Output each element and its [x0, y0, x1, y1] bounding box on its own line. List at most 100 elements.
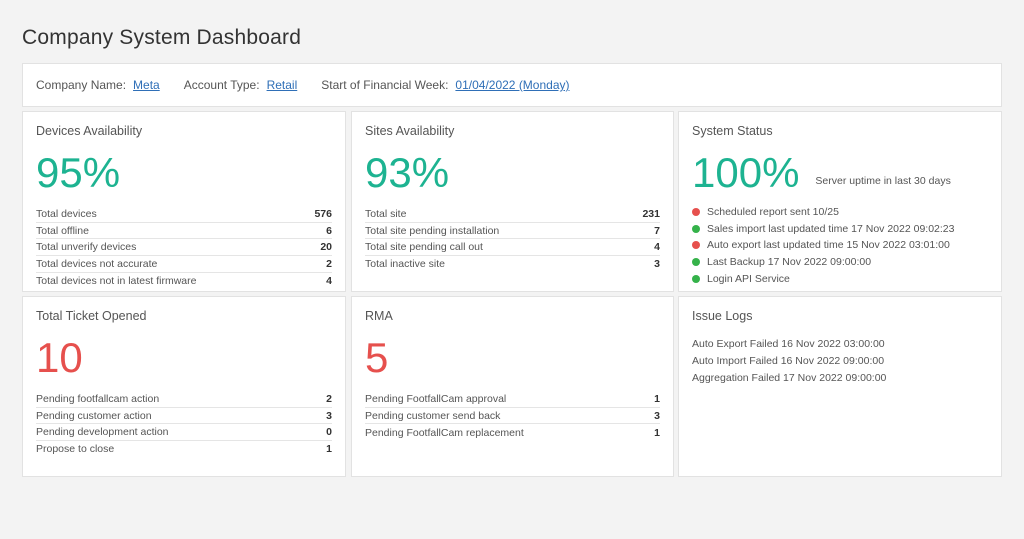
stat-row: Total inactive site 3	[365, 256, 660, 273]
devices-availability-card: Devices Availability 95% Total devices 57…	[22, 111, 346, 292]
status-text: Last Backup 17 Nov 2022 09:00:00	[707, 256, 872, 269]
status-item: Auto export last updated time 15 Nov 202…	[692, 237, 988, 254]
stat-row: Total offline 6	[36, 223, 332, 240]
financial-week-label: Start of Financial Week:	[321, 78, 449, 92]
status-text: Auto export last updated time 15 Nov 202…	[707, 239, 950, 252]
card-title: Issue Logs	[692, 309, 753, 323]
server-uptime-caption: Server uptime in last 30 days	[815, 175, 951, 187]
card-title: RMA	[365, 309, 393, 323]
stat-label: Total unverify devices	[36, 241, 137, 254]
rma-stats-list: Pending FootfallCam approval 1 Pending cu…	[365, 391, 660, 441]
stat-label: Pending FootfallCam approval	[365, 392, 507, 405]
company-name-group: Company Name: Meta	[36, 78, 160, 92]
stat-label: Pending customer send back	[365, 409, 501, 422]
status-item: Last Backup 17 Nov 2022 09:00:00	[692, 254, 988, 271]
stat-label: Pending customer action	[36, 409, 152, 422]
stat-label: Total offline	[36, 224, 89, 237]
card-title: Total Ticket Opened	[36, 309, 147, 323]
stat-row: Propose to close 1	[36, 441, 332, 458]
rma-card: RMA 5 Pending FootfallCam approval 1 Pend…	[351, 296, 674, 477]
stat-label: Pending footfallcam action	[36, 392, 160, 405]
tickets-total-count: 10	[36, 334, 83, 381]
stat-value: 3	[654, 409, 660, 422]
stat-value: 231	[642, 207, 660, 220]
stat-label: Pending FootfallCam replacement	[365, 426, 524, 439]
status-dot-icon	[692, 258, 700, 267]
stat-label: Total site pending call out	[365, 241, 483, 254]
system-status-card: System Status 100% Server uptime in last…	[678, 111, 1002, 292]
account-type-link[interactable]: Retail	[266, 78, 298, 92]
stat-value: 4	[326, 275, 332, 288]
status-text: Scheduled report sent 10/25	[707, 206, 839, 219]
stat-label: Total inactive site	[365, 258, 445, 271]
sites-stats-list: Total site 231 Total site pending install…	[365, 206, 660, 273]
issue-log-item: Auto Export Failed 16 Nov 2022 03:00:00	[692, 338, 885, 350]
status-item: Sales import last updated time 17 Nov 20…	[692, 221, 988, 238]
sites-availability-percent: 93%	[365, 149, 450, 196]
stat-value: 2	[326, 257, 332, 270]
status-dot-icon	[692, 208, 700, 217]
stat-label: Total devices not in latest firmware	[36, 275, 197, 288]
stat-row: Total devices not in latest firmware 4	[36, 273, 332, 290]
stat-row: Total site pending call out 4	[365, 239, 660, 257]
status-item: Scheduled report sent 10/25	[692, 204, 988, 221]
system-status-list: Scheduled report sent 10/25 Sales import…	[692, 204, 988, 287]
financial-week-link[interactable]: 01/04/2022 (Monday)	[455, 78, 570, 92]
stat-label: Total site pending installation	[365, 224, 500, 237]
financial-week-group: Start of Financial Week: 01/04/2022 (Mon…	[321, 78, 569, 92]
tickets-stats-list: Pending footfallcam action 2 Pending cust…	[36, 391, 332, 458]
status-text: Login API Service	[707, 272, 790, 285]
account-type-group: Account Type: Retail	[184, 78, 298, 92]
stat-row: Total unverify devices 20	[36, 239, 332, 257]
server-uptime-percent: 100%	[692, 149, 800, 196]
devices-availability-percent: 95%	[36, 149, 121, 196]
company-info-bar: Company Name: Meta Account Type: Retail …	[22, 63, 1002, 107]
stat-label: Total site	[365, 207, 407, 220]
devices-stats-list: Total devices 576 Total offline 6 Total un…	[36, 206, 332, 289]
stat-row: Pending customer send back 3	[365, 408, 660, 425]
status-dot-icon	[692, 224, 700, 233]
stat-label: Total devices not accurate	[36, 257, 158, 270]
stat-value: 1	[326, 443, 332, 456]
status-text: Sales import last updated time 17 Nov 20…	[707, 222, 955, 235]
account-type-label: Account Type:	[183, 78, 260, 92]
tickets-card: Total Ticket Opened 10 Pending footfallc…	[22, 296, 346, 477]
stat-value: 1	[654, 392, 660, 405]
stat-row: Total devices not accurate 2	[36, 256, 332, 273]
stat-value: 7	[654, 224, 660, 237]
stat-row: Total site pending installation 7	[365, 223, 660, 240]
page-title: Company System Dashboard	[22, 26, 302, 49]
sites-availability-card: Sites Availability 93% Total site 231 Tot…	[351, 111, 674, 292]
status-dot-icon	[692, 274, 700, 283]
status-dot-icon	[692, 241, 700, 250]
stat-value: 1	[654, 426, 660, 439]
stat-value: 6	[326, 224, 332, 237]
issue-log-item: Auto Import Failed 16 Nov 2022 09:00:00	[692, 355, 885, 367]
stat-label: Propose to close	[36, 443, 115, 456]
card-title: Sites Availability	[365, 124, 455, 138]
stat-row: Total devices 576	[36, 206, 332, 223]
stat-value: 2	[326, 392, 332, 405]
stat-value: 20	[320, 241, 332, 254]
system-status-header: 100% Server uptime in last 30 days	[692, 152, 988, 194]
rma-total-count: 5	[365, 334, 389, 381]
stat-row: Pending development action 0	[36, 424, 332, 442]
stat-value: 3	[326, 409, 332, 422]
company-name-link[interactable]: Meta	[133, 78, 160, 92]
stat-value: 0	[326, 426, 332, 439]
stat-label: Pending development action	[36, 426, 169, 439]
stat-row: Pending footfallcam action 2	[36, 391, 332, 408]
stat-value: 4	[654, 241, 660, 254]
stat-value: 576	[314, 207, 332, 220]
issue-log-list: Auto Export Failed 16 Nov 2022 03:00:00 …	[692, 336, 988, 387]
status-item: Login API Service	[692, 270, 988, 287]
issue-log-item: Aggregation Failed 17 Nov 2022 09:00:00	[692, 372, 887, 384]
stat-row: Total site 231	[365, 206, 660, 223]
stat-row: Pending customer action 3	[36, 408, 332, 425]
issue-logs-card: Issue Logs Auto Export Failed 16 Nov 202…	[678, 296, 1002, 477]
stat-value: 3	[654, 258, 660, 271]
stat-label: Total devices	[36, 207, 97, 220]
card-title: System Status	[692, 124, 773, 138]
stat-row: Pending FootfallCam approval 1	[365, 391, 660, 408]
card-title: Devices Availability	[36, 124, 143, 138]
